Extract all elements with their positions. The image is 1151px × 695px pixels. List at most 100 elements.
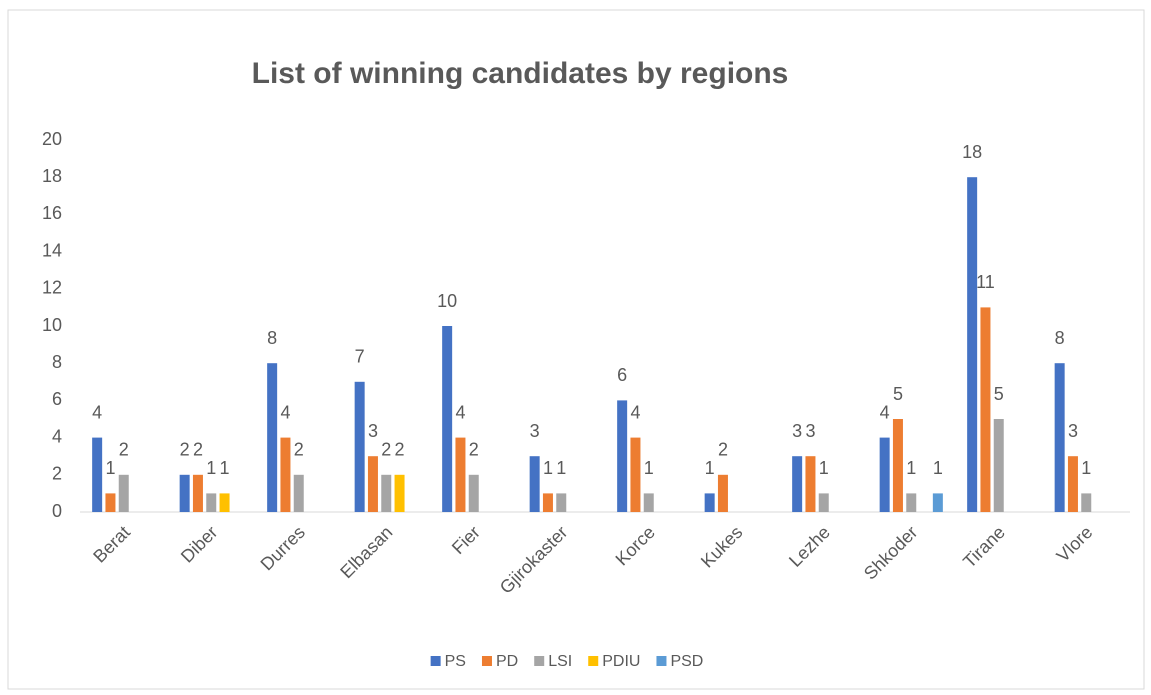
- bar: [818, 493, 829, 512]
- bar: [805, 456, 816, 512]
- data-label: 2: [381, 440, 391, 460]
- data-label: 1: [556, 458, 566, 478]
- bar: [192, 474, 203, 512]
- data-label: 2: [718, 440, 728, 460]
- bar: [529, 456, 540, 512]
- data-label: 10: [437, 291, 457, 311]
- bar: [92, 437, 103, 512]
- data-label: 3: [530, 421, 540, 441]
- bar: [906, 493, 917, 512]
- y-tick-label: 10: [42, 315, 62, 335]
- data-label: 1: [906, 458, 916, 478]
- y-tick-label: 2: [52, 464, 62, 484]
- data-label: 18: [962, 142, 982, 162]
- data-label: 2: [193, 440, 203, 460]
- bar: [354, 381, 365, 512]
- data-label: 2: [119, 440, 129, 460]
- bar: [879, 437, 890, 512]
- bar: [993, 419, 1004, 512]
- data-label: 2: [294, 440, 304, 460]
- bar: [280, 437, 291, 512]
- y-tick-label: 4: [52, 426, 62, 446]
- bar: [556, 493, 567, 512]
- bar: [717, 474, 728, 512]
- data-label: 1: [543, 458, 553, 478]
- data-label: 3: [792, 421, 802, 441]
- bar: [542, 493, 553, 512]
- bar: [206, 493, 217, 512]
- y-tick-label: 0: [52, 501, 62, 521]
- data-label: 1: [206, 458, 216, 478]
- data-label: 11: [976, 272, 995, 292]
- bar: [1054, 363, 1065, 512]
- bar: [630, 437, 641, 512]
- bar: [367, 456, 378, 512]
- data-label: 4: [455, 402, 465, 422]
- bar: [118, 474, 129, 512]
- data-label: 4: [92, 402, 102, 422]
- bar: [892, 419, 903, 512]
- bar: [932, 493, 943, 512]
- data-label: 1: [819, 458, 829, 478]
- y-tick-label: 8: [52, 352, 62, 372]
- bar: [455, 437, 466, 512]
- bar: [792, 456, 803, 512]
- bar: [179, 474, 190, 512]
- bar: [704, 493, 715, 512]
- bar: [219, 493, 230, 512]
- bar: [617, 400, 628, 512]
- bar: [1067, 456, 1078, 512]
- data-label: 2: [469, 440, 479, 460]
- data-label: 3: [1068, 421, 1078, 441]
- y-tick-label: 6: [52, 389, 62, 409]
- bar: [105, 493, 116, 512]
- data-label: 8: [267, 328, 277, 348]
- data-label: 1: [933, 458, 943, 478]
- bar: [394, 474, 405, 512]
- legend-swatch: [481, 656, 492, 666]
- bar: [1081, 493, 1092, 512]
- bar: [967, 177, 978, 512]
- chart-title: List of winning candidates by regions: [252, 57, 789, 90]
- data-label: 1: [105, 458, 115, 478]
- chart-frame: [7, 9, 1145, 690]
- bar: [468, 474, 479, 512]
- legend-swatch: [430, 656, 441, 666]
- data-label: 7: [355, 347, 365, 367]
- bar: [980, 307, 991, 512]
- y-tick-label: 18: [42, 166, 62, 186]
- legend-swatch: [534, 656, 545, 666]
- y-tick-label: 20: [42, 129, 62, 149]
- legend-label: PD: [496, 653, 518, 670]
- data-label: 4: [880, 402, 890, 422]
- bar: [381, 474, 392, 512]
- legend-swatch: [656, 656, 667, 666]
- data-label: 2: [180, 440, 190, 460]
- bar: [442, 326, 453, 512]
- data-label: 2: [395, 440, 405, 460]
- data-label: 8: [1055, 328, 1065, 348]
- legend-label: PSD: [670, 653, 703, 670]
- data-label: 1: [705, 458, 715, 478]
- data-label: 1: [1081, 458, 1091, 478]
- data-label: 1: [644, 458, 654, 478]
- data-label: 4: [630, 402, 640, 422]
- bar: [293, 474, 304, 512]
- data-label: 3: [368, 421, 378, 441]
- y-tick-label: 16: [42, 203, 62, 223]
- data-label: 4: [280, 402, 290, 422]
- data-label: 6: [617, 365, 627, 385]
- legend-label: PS: [445, 653, 466, 670]
- data-label: 5: [893, 384, 903, 404]
- data-label: 3: [805, 421, 815, 441]
- y-tick-label: 12: [42, 278, 62, 298]
- bar: [643, 493, 654, 512]
- bar: [267, 363, 278, 512]
- data-label: 5: [994, 384, 1004, 404]
- data-label: 1: [220, 458, 230, 478]
- legend-label: LSI: [548, 653, 572, 670]
- legend-swatch: [588, 656, 599, 666]
- y-tick-label: 14: [42, 240, 62, 260]
- legend-label: PDIU: [602, 653, 640, 670]
